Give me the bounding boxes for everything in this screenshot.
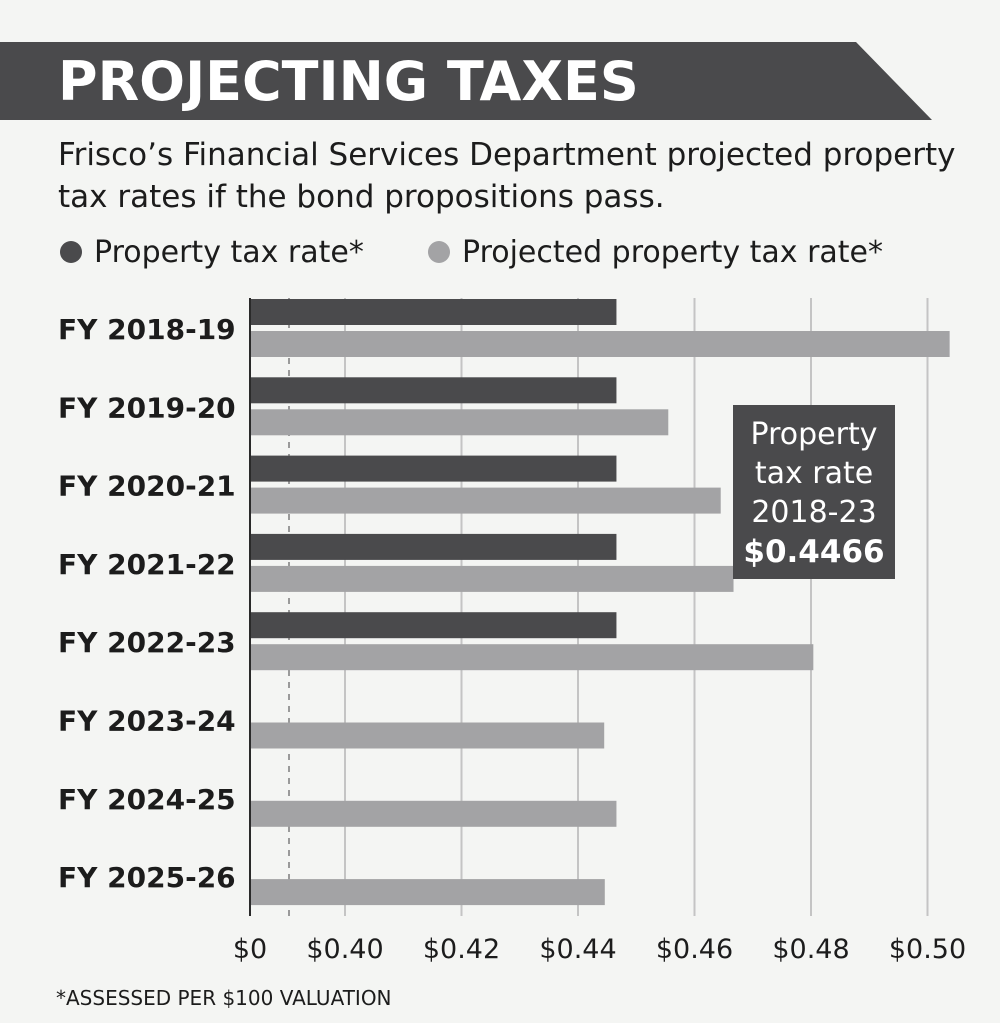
bar-current-4 [250, 612, 617, 639]
x-tick-label: $0.50 [889, 934, 966, 965]
x-tick-label: $0.40 [306, 934, 383, 965]
callout-line-1: Property [750, 417, 878, 452]
chart-title: PROJECTING TAXES [58, 50, 639, 113]
bar-projected-5 [250, 722, 605, 749]
category-label: FY 2023-24 [58, 705, 236, 738]
bar-current-3 [250, 533, 617, 560]
bar-projected-1 [250, 409, 669, 436]
chart-subtitle: Frisco’s Financial Services Department p… [58, 137, 956, 215]
legend-label-projected: Projected property tax rate* [462, 234, 884, 270]
legend-swatch-current [60, 241, 82, 263]
footnote: *ASSESSED PER $100 VALUATION [56, 986, 392, 1010]
bar-projected-7 [250, 879, 605, 906]
banner-shape [0, 42, 932, 120]
bar-current-2 [250, 455, 617, 482]
bar-projected-0 [250, 331, 950, 357]
category-label: FY 2018-19 [58, 313, 236, 346]
legend-item-projected-tax-rate: Projected property tax rate* [428, 232, 883, 272]
category-label: FY 2019-20 [58, 391, 236, 424]
x-tick-label: $0.44 [539, 934, 616, 965]
bar-projected-2 [250, 487, 721, 514]
legend-swatch-projected [428, 241, 450, 263]
category-label: FY 2024-25 [58, 783, 236, 816]
category-label: FY 2022-23 [58, 626, 236, 659]
legend-item-property-tax-rate: Property tax rate* [60, 232, 364, 272]
bar-projected-6 [250, 800, 617, 827]
x-tick-label: $0.48 [772, 934, 849, 965]
category-label: FY 2025-26 [58, 861, 236, 894]
callout-line-3: 2018-23 [751, 495, 877, 530]
bar-current-0 [250, 299, 617, 325]
rate-callout: Property tax rate 2018-23 $0.4466 [733, 405, 895, 579]
bar-projected-3 [250, 565, 734, 592]
category-label: FY 2020-21 [58, 470, 236, 503]
callout-line-2: tax rate [754, 456, 874, 491]
callout-value: $0.4466 [743, 534, 885, 570]
legend-label-current: Property tax rate* [94, 234, 364, 270]
bar-projected-4 [250, 644, 814, 671]
title-banner [0, 42, 932, 120]
x-tick-label: $0.46 [656, 934, 733, 965]
bar-current-1 [250, 377, 617, 404]
x-tick-label: $0 [233, 934, 267, 965]
x-tick-label: $0.42 [423, 934, 500, 965]
category-label: FY 2021-22 [58, 548, 236, 581]
